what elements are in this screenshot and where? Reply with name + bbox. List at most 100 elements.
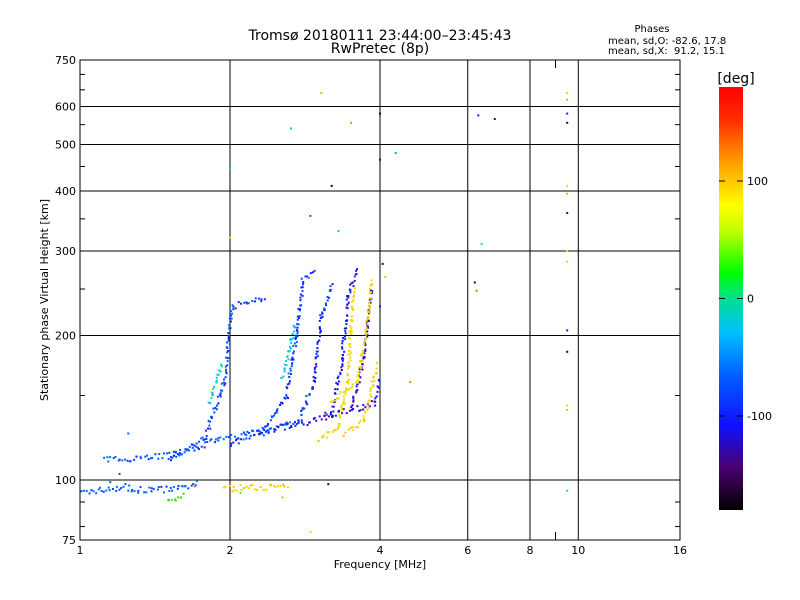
trace-point	[232, 485, 235, 488]
trace-point	[290, 365, 293, 368]
trace-point	[197, 440, 200, 443]
trace-point	[351, 319, 354, 322]
trace-point	[296, 318, 299, 321]
trace-point	[230, 444, 232, 447]
trace-point	[289, 346, 291, 349]
trace-point	[347, 361, 350, 364]
trace-point	[355, 380, 358, 382]
trace-point	[315, 350, 318, 353]
trace-point	[230, 442, 233, 445]
trace-point	[162, 452, 165, 455]
trace-point	[198, 448, 200, 451]
trace-point	[145, 491, 148, 494]
trace-point	[376, 390, 379, 393]
scatter-point	[350, 121, 353, 124]
trace-point	[296, 326, 299, 329]
trace-point	[334, 399, 337, 402]
trace-point	[349, 356, 352, 359]
trace-point	[161, 457, 164, 460]
trace-point	[129, 460, 132, 463]
trace-point	[248, 437, 251, 440]
trace-point	[109, 456, 112, 459]
trace-point	[349, 409, 351, 412]
trace-point	[357, 379, 360, 382]
trace-point	[286, 355, 289, 358]
trace-point	[200, 437, 203, 440]
trace-point	[213, 411, 216, 414]
trace-point	[368, 399, 371, 402]
scatter-point	[379, 305, 381, 308]
trace-point	[273, 430, 276, 433]
trace-point	[291, 356, 294, 359]
trace-point	[135, 455, 138, 458]
y-tick-label-600: 600	[55, 101, 76, 114]
trace-point	[203, 446, 206, 449]
trace-point	[368, 405, 371, 408]
trace-point	[309, 272, 312, 275]
trace-point	[347, 296, 350, 299]
grid-lines	[80, 60, 680, 540]
trace-point	[231, 490, 234, 493]
trace-point	[220, 389, 222, 392]
trace-point	[361, 359, 364, 362]
trace-point	[181, 453, 183, 456]
trace-point	[369, 305, 372, 307]
trace-point	[121, 459, 124, 462]
trace-point	[213, 386, 216, 388]
trace-point	[225, 435, 228, 438]
trace-point	[308, 421, 311, 424]
trace-point	[205, 429, 207, 432]
trace-point	[301, 294, 304, 297]
trace-point	[346, 303, 349, 306]
trace-point	[368, 291, 371, 294]
trace-point	[219, 370, 222, 373]
trace-point	[325, 302, 327, 305]
scatter-point	[566, 489, 569, 492]
trace-point	[365, 333, 368, 336]
y-tick-label-300: 300	[55, 245, 76, 258]
trace-point	[139, 457, 142, 460]
trace-point	[302, 281, 305, 283]
trace-point	[363, 356, 366, 359]
x-tick-label-6: 6	[464, 544, 471, 557]
trace-point	[288, 380, 291, 383]
trace-point	[139, 455, 142, 458]
trace-point	[276, 485, 279, 488]
trace-point	[289, 421, 292, 424]
trace-point	[340, 408, 343, 411]
trace-point	[375, 367, 378, 370]
trace-point	[287, 397, 289, 399]
trace-point	[378, 380, 381, 383]
trace-point	[295, 423, 298, 425]
trace-point	[312, 376, 315, 379]
trace-point	[370, 279, 373, 282]
trace-point	[329, 285, 332, 288]
trace-point	[313, 269, 316, 272]
trace-point	[281, 424, 284, 426]
scatter-point	[566, 98, 569, 101]
trace-point	[319, 331, 322, 334]
trace-point	[339, 390, 342, 393]
x-tick-label-4: 4	[377, 544, 384, 557]
trace-point	[287, 350, 290, 353]
trace-point	[251, 483, 254, 486]
trace-point	[300, 286, 303, 289]
trace-point	[259, 486, 262, 488]
trace-point	[92, 490, 95, 493]
trace-point	[347, 301, 350, 304]
trace-point	[335, 381, 338, 384]
trace-point	[187, 487, 190, 490]
trace-point	[294, 421, 296, 423]
trace-point	[369, 297, 372, 300]
trace-point	[355, 385, 358, 388]
trace-point	[224, 365, 227, 368]
trace-point	[285, 360, 288, 362]
trace-point	[340, 404, 343, 407]
trace-point	[207, 427, 209, 430]
trace-point	[301, 421, 304, 424]
trace-point	[370, 400, 373, 403]
trace-point	[341, 412, 344, 415]
trace-point	[274, 486, 277, 489]
trace-point	[254, 297, 257, 300]
trace-point	[361, 368, 364, 371]
